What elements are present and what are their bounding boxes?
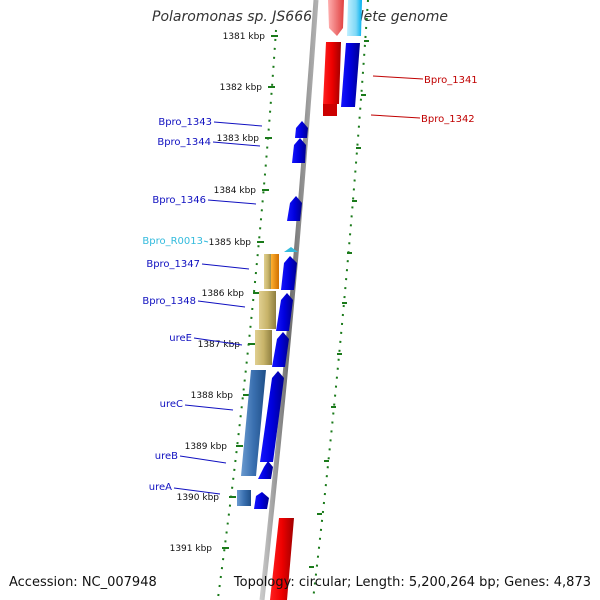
gene-label-urec[interactable]: ureC [160,399,183,410]
gene-feature-bpro-1347-tan[interactable] [264,254,272,289]
accession-text: Accession: NC_007948 [9,575,157,590]
gene-label-bpro-1341[interactable]: Bpro_1341 [424,75,478,86]
gene-feature-uree[interactable] [272,332,289,367]
map-title: Polaromonas sp. JS666, complete genome [152,9,448,25]
tick-label-1382: 1382 kbp [220,83,263,93]
tick-label-1391: 1391 kbp [170,544,213,554]
tick-label-1386: 1386 kbp [202,289,245,299]
gene-feature-uree-tan[interactable] [255,330,272,365]
gene-label-bpro-1344[interactable]: Bpro_1344 [157,137,211,148]
gene-label-bpro-r0013[interactable]: Bpro_R0013 [142,236,203,247]
leader-line-bpro-1342 [370,114,421,119]
gene-feature-urea[interactable] [254,492,269,509]
tick-label-1384: 1384 kbp [214,186,257,196]
gene-label-bpro-1342[interactable]: Bpro_1342 [421,114,475,125]
gene-feature-bpro-1347-orange[interactable] [271,254,279,289]
tick-label-1387: 1387 kbp [198,340,241,350]
gene-feature-bpro-1344[interactable] [292,138,306,163]
gene-label-bpro-1346[interactable]: Bpro_1346 [152,195,206,206]
leader-line-bpro-1348 [197,300,246,308]
leader-line-bpro-1347 [201,263,250,270]
rna-feature-bpro-r0013[interactable] [284,247,298,252]
tick-label-1383: 1383 kbp [217,134,260,144]
leader-line-bpro-1346 [207,199,257,205]
tick-label-1385: 1385 kbp [209,238,252,248]
gene-feature-bpro-1343[interactable] [295,121,308,138]
outer-ring-ticks [309,40,369,568]
kbp-ticks: 1381 kbp 1382 kbp 1383 kbp 1384 kbp 1385… [170,32,278,554]
leader-line-bpro-1341 [372,75,424,80]
gene-feature-bpro-1342[interactable] [323,42,341,110]
topology-text: Topology: circular; Length: 5,200,264 bp… [233,575,591,590]
gene-label-bpro-1343[interactable]: Bpro_1343 [158,117,212,128]
gene-feature-urec[interactable] [260,371,284,462]
gene-labels: Bpro_1341 Bpro_1342 Bpro_1343 Bpro_1344 … [142,75,478,495]
gene-feature-top-partial[interactable] [328,0,344,36]
tick-label-1388: 1388 kbp [191,391,234,401]
tick-label-1390: 1390 kbp [177,493,220,503]
gene-feature-urec-steel[interactable] [241,370,266,476]
tick-label-1381: 1381 kbp [223,32,266,42]
gene-feature-top-cyan[interactable] [347,0,362,36]
leader-line-bpro-1343 [213,121,263,127]
gene-label-bpro-1348[interactable]: Bpro_1348 [142,296,196,307]
tick-label-1389: 1389 kbp [185,442,228,452]
forward-strand-features [237,121,308,509]
leader-line-bpro-r0013 [203,240,209,243]
leader-line-uree [193,337,243,346]
gene-label-bpro-1347[interactable]: Bpro_1347 [146,259,200,270]
leader-line-bpro-1344 [212,141,261,147]
gene-feature-ureb[interactable] [258,461,273,479]
gene-feature-bpro-1342-tip [323,104,337,116]
gene-feature-bottom-red[interactable] [270,518,294,600]
gene-label-urea[interactable]: ureA [149,482,172,493]
track-band [256,0,362,600]
gene-feature-bpro-1348[interactable] [276,293,293,331]
leader-line-urec [184,404,234,411]
gene-label-ureb[interactable]: ureB [155,451,178,462]
gene-feature-urea-steel[interactable] [237,490,251,506]
leader-line-urea [173,487,221,495]
gene-label-uree[interactable]: ureE [169,333,192,344]
gene-feature-bpro-1341[interactable] [341,43,360,107]
gene-feature-bpro-1346[interactable] [287,196,302,221]
leader-line-ureb [179,455,227,464]
reverse-strand-features [270,0,362,600]
gene-feature-bpro-1348-tan[interactable] [259,291,276,329]
gene-feature-bpro-1347[interactable] [281,256,297,290]
